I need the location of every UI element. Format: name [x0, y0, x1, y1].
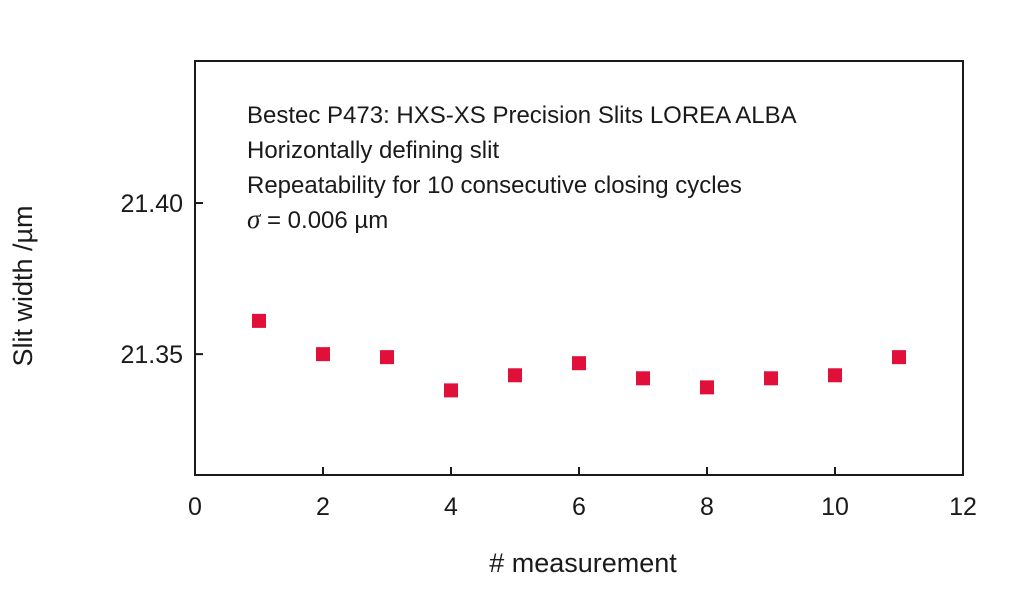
data-point: [380, 350, 394, 365]
y-tick-label: 21.40: [120, 190, 183, 218]
sigma-value: = 0.006 µm: [260, 207, 388, 234]
data-point: [508, 368, 522, 383]
data-point: [892, 350, 906, 365]
annotation-line-3: Repeatability for 10 consecutive closing…: [247, 172, 742, 199]
data-point: [636, 371, 650, 386]
annotation-line-2: Horizontally defining slit: [247, 137, 499, 164]
x-tick-label: 10: [821, 493, 849, 521]
data-point: [572, 356, 586, 371]
y-axis-ticks: 21.35 21.40: [120, 190, 203, 369]
data-points: [252, 313, 906, 398]
data-point: [252, 313, 266, 328]
x-axis-ticks: 0 2 4 6 8 10 12: [188, 467, 977, 521]
annotation-block: Bestec P473: HXS-XS Precision Slits LORE…: [247, 102, 797, 234]
data-point: [316, 347, 330, 362]
annotation-line-1: Bestec P473: HXS-XS Precision Slits LORE…: [247, 102, 797, 129]
sigma-symbol: σ: [247, 204, 262, 234]
x-tick-label: 8: [700, 493, 714, 521]
x-tick-label: 2: [316, 493, 330, 521]
x-tick-label: 4: [444, 493, 458, 521]
data-point: [764, 371, 778, 386]
x-tick-label: 6: [572, 493, 586, 521]
y-tick-label: 21.35: [120, 341, 183, 369]
data-point: [828, 368, 842, 383]
y-axis-label: Slit width /µm: [8, 205, 38, 366]
data-point: [444, 383, 458, 398]
x-tick-label: 12: [949, 493, 977, 521]
data-point: [700, 380, 714, 395]
sigma-line: σ = 0.006 µm: [247, 204, 388, 234]
x-tick-label: 0: [188, 493, 202, 521]
x-axis-label: # measurement: [489, 548, 677, 578]
